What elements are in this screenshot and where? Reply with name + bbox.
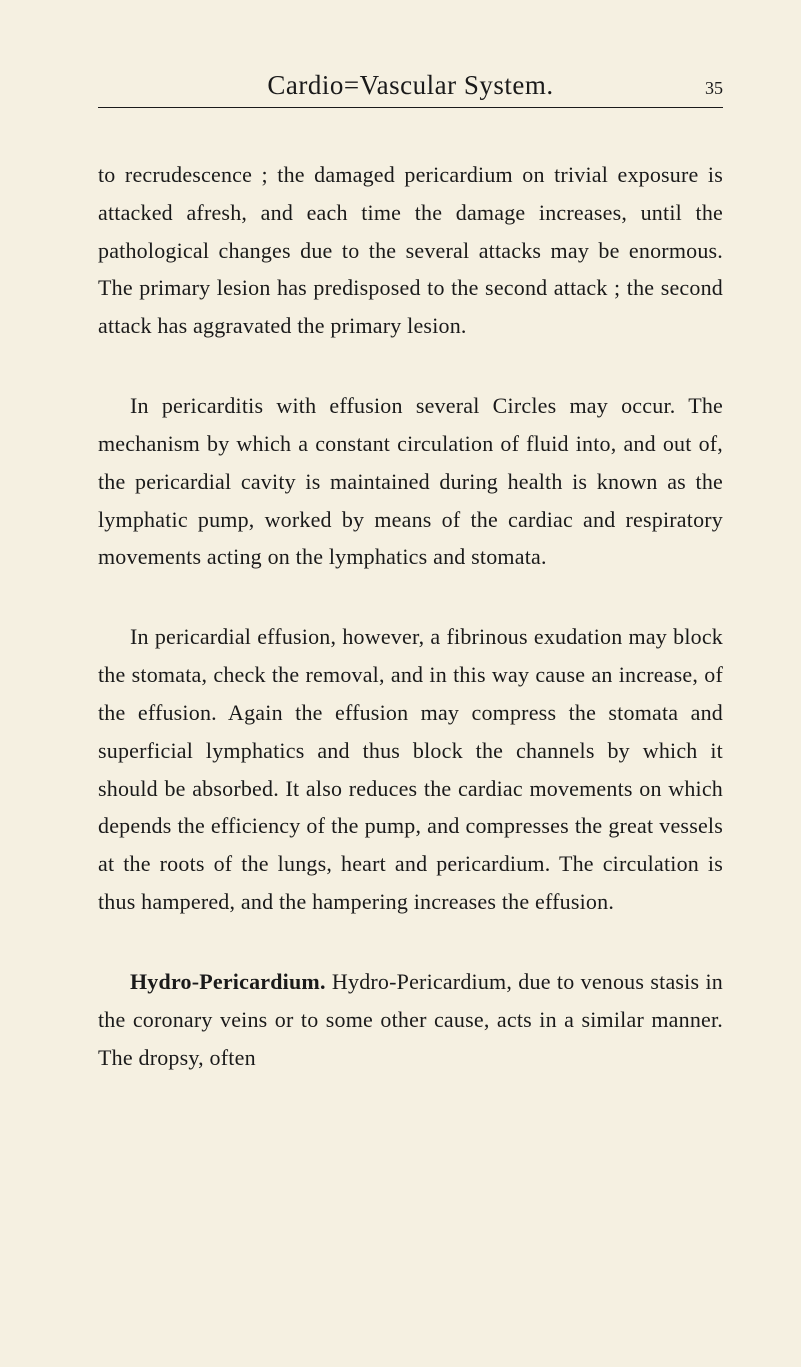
section-heading-hydro: Hydro-Pericardium. [130,969,326,994]
paragraph-3: In pericardial effusion, however, a fibr… [98,618,723,921]
page-header: Cardio=Vascular System. 35 [98,70,723,108]
paragraph-2: In pericarditis with effusion several Ci… [98,387,723,576]
paragraph-4: Hydro-Pericardium. Hydro-Pericardium, du… [98,963,723,1076]
header-title: Cardio=Vascular System. [98,70,723,101]
paragraph-1: to recrudescence ; the damaged pericardi… [98,156,723,345]
page-number: 35 [705,78,723,99]
